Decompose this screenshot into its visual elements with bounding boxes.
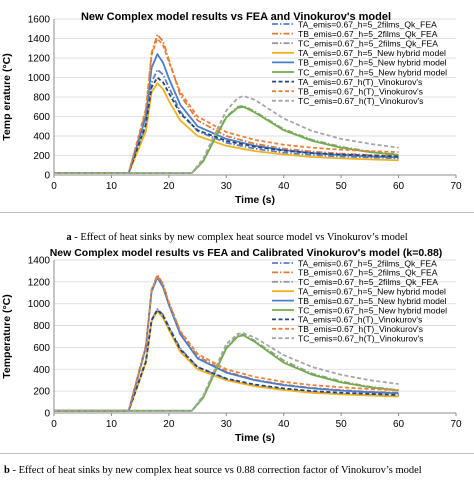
y-axis-label: Temp erature (°C) <box>1 53 13 140</box>
x-axis-label: Time (s) <box>235 194 275 206</box>
caption-a: a - Effect of heat sinks by new complex … <box>0 232 474 243</box>
legend-label: TA_emis=0.67_h(T)_Vinokurov's <box>298 77 422 87</box>
legend-label: TA_emis=0.67_h=5_2films_Qk_FEA <box>298 19 437 29</box>
x-tick-label: 70 <box>450 181 462 192</box>
legend-label: TB_emis=0.67_h(T)_Vinokurov's <box>298 87 423 97</box>
series-line <box>54 274 399 412</box>
legend-label: TA_emis=0.67_h=5_2films_Qk_FEA <box>298 258 437 268</box>
y-tick-label: 1000 <box>28 73 51 84</box>
legend-label: TB_emis=0.67_h=5_2films_Qk_FEA <box>298 268 438 278</box>
y-tick-label: 1400 <box>28 34 51 45</box>
y-axis-label: Temperature (°C) <box>1 294 13 379</box>
x-tick-label: 50 <box>336 181 348 192</box>
y-tick-label: 600 <box>33 112 50 123</box>
legend-label: TA_emis=0.67_h=5_New hybrid model <box>298 48 446 58</box>
y-tick-label: 1400 <box>28 256 51 267</box>
caption-a-label: a <box>66 232 72 243</box>
chart-panel-b: 0 200 400 600 800 1000 1200 1400 0 10 20 30 40 50 60 70… <box>0 241 474 482</box>
series-line <box>54 105 399 175</box>
x-tick-label: 10 <box>106 419 118 430</box>
divider <box>0 453 474 454</box>
caption-b-label: b <box>4 465 10 476</box>
y-tick-label: 800 <box>33 321 50 332</box>
x-tick-label: 60 <box>393 419 405 430</box>
series-line <box>54 95 399 175</box>
y-tick-label: 600 <box>33 343 50 354</box>
chart-title: New Complex model results vs FEA and Cal… <box>50 247 443 259</box>
y-tick-label: 0 <box>44 171 50 182</box>
y-tick-label: 0 <box>44 409 50 420</box>
x-tick-label: 30 <box>221 181 233 192</box>
y-tick-label: 200 <box>33 151 50 162</box>
chart-panel-a: 0 200 400 600 800 1000 1200 1400 1600 0 10 20 30 40 50… <box>1 11 462 206</box>
y-tick-label: 400 <box>33 365 50 376</box>
x-tick-label: 10 <box>106 181 118 192</box>
y-tick-label: 1200 <box>28 54 51 65</box>
y-tick-label: 200 <box>33 387 50 398</box>
legend-label: TB_emis=0.67_h=5_2films_Qk_FEA <box>298 29 438 39</box>
x-tick-label: 50 <box>336 419 348 430</box>
legend-label: TC_emis=0.67_h=5_New hybrid model <box>298 305 447 315</box>
x-tick-label: 0 <box>51 419 57 430</box>
x-tick-label: 0 <box>51 181 57 192</box>
legend-label: TB_emis=0.67_h=5_New hybrid model <box>298 296 447 306</box>
y-tick-label: 800 <box>33 93 50 104</box>
legend-label: TC_emis=0.67_h=5_New hybrid model <box>298 67 447 77</box>
series-line <box>54 332 399 412</box>
x-tick-label: 40 <box>278 419 290 430</box>
y-tick-label: 1200 <box>28 277 51 288</box>
legend-label: TC_emis=0.67_h=5_2films_Qk_FEA <box>298 277 438 287</box>
x-tick-label: 30 <box>221 419 233 430</box>
legend-label: TA_emis=0.67_h=5_New hybrid model <box>298 287 446 297</box>
chart-a: 0 200 400 600 800 1000 1200 1400 1600 0 10 20 30 40 50… <box>1 11 462 206</box>
x-tick-label: 20 <box>163 419 175 430</box>
series-line <box>54 76 399 175</box>
chart-b: 0 200 400 600 800 1000 1200 1400 0 10 20 30 40 50 60 70… <box>1 247 462 444</box>
x-tick-label: 20 <box>163 181 175 192</box>
x-tick-label: 70 <box>450 419 462 430</box>
y-tick-label: 1600 <box>28 15 51 26</box>
legend-label: TC_emis=0.67_h(T)_Vinokurov's <box>298 96 423 106</box>
caption-b: b - Effect of heat sinks by new complex … <box>4 465 474 476</box>
y-tick-label: 400 <box>33 132 50 143</box>
series-line <box>54 334 399 412</box>
chart-title: New Complex model results vs FEA and Vin… <box>81 11 391 23</box>
x-tick-label: 40 <box>278 181 290 192</box>
series-line <box>54 333 399 412</box>
x-axis-label: Time (s) <box>235 432 275 444</box>
legend-label: TA_emis=0.67_h(T)_Vinokurov's <box>298 315 422 325</box>
y-tick-label: 1000 <box>28 299 51 310</box>
caption-b-text: - Effect of heat sinks by new complex he… <box>9 465 422 476</box>
legend-label: TB_emis=0.67_h(T)_Vinokurov's <box>298 324 423 334</box>
x-tick-label: 60 <box>393 181 405 192</box>
caption-a-text: - Effect of heat sinks by new complex he… <box>71 232 408 243</box>
series-line <box>54 308 399 412</box>
legend-label: TB_emis=0.67_h=5_New hybrid model <box>298 58 447 68</box>
legend-label: TC_emis=0.67_h(T)_Vinokurov's <box>298 334 423 344</box>
legend-label: TC_emis=0.67_h=5_2films_Qk_FEA <box>298 39 438 49</box>
series-line <box>54 37 399 175</box>
divider <box>0 212 474 213</box>
series-line <box>54 276 399 412</box>
